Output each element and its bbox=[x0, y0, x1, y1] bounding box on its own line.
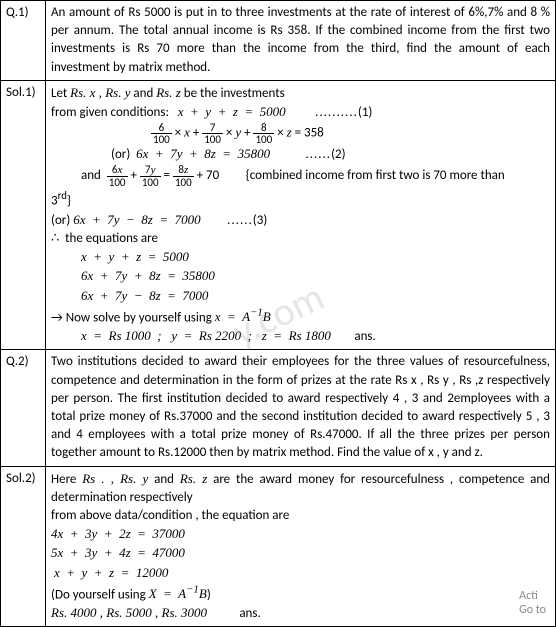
table-row: Q.2)Two institutions decided to award th… bbox=[1, 350, 556, 466]
activation-corner: Acti Go to bbox=[519, 589, 546, 617]
row-label: Sol.1) bbox=[1, 80, 46, 350]
content-line: An amount of Rs 5000 is put in to three … bbox=[51, 4, 550, 77]
table-row: Sol.2)Here Rs . , Rs. y and Rs. z are th… bbox=[1, 466, 556, 627]
corner-line2: Go to bbox=[519, 603, 546, 617]
corner-line1: Acti bbox=[519, 589, 546, 603]
content-line: 6100 × x + 7100 × y + 8100 × z = 358 bbox=[51, 122, 550, 145]
content-line: → Now solve by yourself using x = A−1B bbox=[51, 306, 550, 328]
content-line: ∴ the equations are bbox=[51, 230, 550, 248]
content-line: x = Rs 1000 ; y = Rs 2200 ; z = Rs 1800 … bbox=[51, 327, 550, 346]
document-table: Q.1)An amount of Rs 5000 is put in to th… bbox=[0, 0, 556, 627]
content-line: x + y + z = 12000 bbox=[51, 564, 550, 583]
row-label: Q.2) bbox=[1, 350, 46, 466]
content-line: (Do yourself using X = A−1B) bbox=[51, 583, 550, 605]
content-line: from given conditions: x + y + z = 5000 … bbox=[51, 103, 550, 122]
content-line: (or) 6x + 7y − 8z = 7000 ......(3) bbox=[51, 211, 550, 230]
content-line: Rs. 4000 , Rs. 5000 , Rs. 3000 ans. bbox=[51, 604, 550, 623]
content-line: 6x + 7y − 8z = 7000 bbox=[51, 287, 550, 306]
content-line: x + y + z = 5000 bbox=[51, 248, 550, 267]
row-label: Sol.2) bbox=[1, 466, 46, 627]
content-line: 4x + 3y + 2z = 37000 bbox=[51, 525, 550, 544]
content-line: Here Rs . , Rs. y and Rs. z are the awar… bbox=[51, 470, 550, 507]
content-line: 5x + 3y + 4z = 47000 bbox=[51, 544, 550, 563]
table-row: Q.1)An amount of Rs 5000 is put in to th… bbox=[1, 1, 556, 81]
row-content: Two institutions decided to award their … bbox=[46, 350, 556, 466]
row-content: Here Rs . , Rs. y and Rs. z are the awar… bbox=[46, 466, 556, 627]
row-content: An amount of Rs 5000 is put in to three … bbox=[46, 1, 556, 81]
content-line: 6x + 7y + 8z = 35800 bbox=[51, 267, 550, 286]
content-line: 3rd} bbox=[51, 188, 550, 211]
row-content: Let Rs. x , Rs. y and Rs. z be the inves… bbox=[46, 80, 556, 350]
table-row: Sol.1) Let Rs. x , Rs. y and Rs. z be the… bbox=[1, 80, 556, 350]
content-line: Two institutions decided to award their … bbox=[51, 353, 550, 462]
content-line: Let Rs. x , Rs. y and Rs. z be the inves… bbox=[51, 84, 550, 103]
content-line: (or) 6x + 7y + 8z = 35800 ......(2) bbox=[51, 145, 550, 164]
table-body: Q.1)An amount of Rs 5000 is put in to th… bbox=[1, 1, 556, 627]
content-line: and 6x100 + 7y100 = 8z100 + 70 {combined… bbox=[51, 164, 550, 188]
row-label: Q.1) bbox=[1, 1, 46, 81]
content-line: from above data/condition , the equation… bbox=[51, 507, 550, 525]
